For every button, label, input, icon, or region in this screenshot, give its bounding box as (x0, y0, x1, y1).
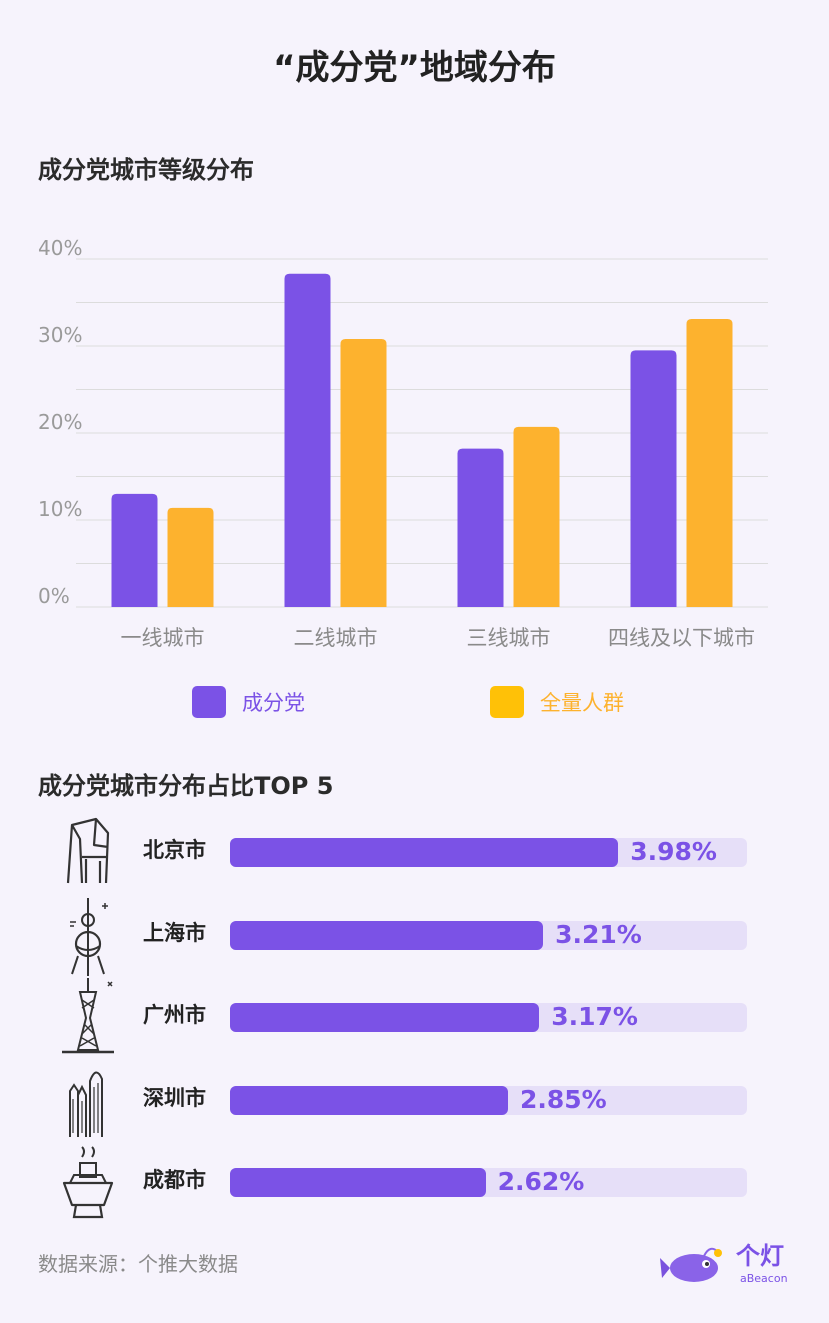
bar-track (230, 921, 747, 950)
bar-fill (230, 1086, 508, 1115)
canton-tower-icon (62, 978, 114, 1054)
bar-value-label: 3.21% (555, 920, 642, 949)
page-title: “成分党”地域分布 (273, 48, 556, 88)
city-name: 深圳市 (143, 1086, 206, 1110)
legend-swatch (192, 686, 226, 718)
data-source: 数据来源：个推大数据 (38, 1252, 238, 1276)
x-tick-label: 三线城市 (467, 626, 551, 650)
city-name: 广州市 (143, 1003, 206, 1027)
bar-fill (230, 1003, 540, 1032)
bar-track (230, 1003, 747, 1032)
bar-all-users (686, 319, 733, 607)
logo-sub: aBeacon (740, 1272, 788, 1285)
city-name: 上海市 (143, 921, 206, 945)
bar-track (230, 1168, 747, 1197)
y-tick-label: 40% (38, 236, 82, 260)
x-tick-label: 一线城市 (121, 626, 205, 650)
x-tick-label: 四线及以下城市 (608, 626, 755, 650)
bar-track (230, 838, 747, 867)
top5-row: 上海市 3.21% (0, 896, 829, 976)
bar-all-users (513, 426, 560, 607)
cctv-tower-icon (66, 817, 110, 884)
bar-fill (230, 1168, 486, 1197)
y-tick-label: 20% (38, 410, 82, 434)
legend-swatch (490, 686, 524, 718)
y-tick-label: 10% (38, 497, 82, 521)
legend-label: 全量人群 (540, 691, 624, 715)
bar-chengfendang (630, 350, 677, 607)
top5-row: 北京市 3.98% (0, 813, 829, 893)
bar-value-label: 3.17% (551, 1002, 638, 1031)
bar-all-users (340, 339, 387, 607)
x-tick-label: 二线城市 (294, 626, 378, 650)
bar-fill (230, 838, 619, 867)
legend-item-1: 全量人群 (490, 686, 624, 718)
top5-row: 成都市 2.62% (0, 1143, 829, 1223)
shenzhen-skyscrapers-icon (69, 1071, 103, 1137)
y-tick-label: 0% (38, 584, 70, 608)
top5-row: 深圳市 2.85% (0, 1061, 829, 1141)
city-name: 北京市 (143, 838, 206, 862)
legend-label: 成分党 (242, 691, 305, 715)
bar-value-label: 2.85% (520, 1085, 607, 1114)
bar-value-label: 2.62% (497, 1167, 585, 1196)
bar-chengfendang (111, 493, 158, 607)
bar-fill (230, 921, 544, 950)
bar-chengfendang (284, 273, 331, 607)
bar-chengfendang (457, 448, 504, 607)
city-tier-bar-chart: 0% 10% 20% 30% 40% 一线城市 二线城市 三线城市 四线及以下城市 (38, 236, 768, 650)
abeacon-fish-logo-icon (660, 1247, 722, 1282)
logo-name: 个灯 (736, 1242, 784, 1270)
legend-item-0: 成分党 (192, 686, 305, 718)
hotpot-icon (62, 1146, 114, 1219)
section-title-top5: 成分党城市分布占比TOP 5 (38, 772, 334, 800)
bar-track (230, 1086, 747, 1115)
bar-all-users (167, 507, 214, 607)
section-title-city-tier: 成分党城市等级分布 (38, 156, 254, 184)
city-name: 成都市 (143, 1168, 206, 1192)
oriental-pearl-tower-icon (70, 898, 108, 976)
top5-row: 广州市 3.17% (0, 978, 829, 1058)
bar-value-label: 3.98% (630, 837, 717, 866)
y-tick-label: 30% (38, 323, 82, 347)
